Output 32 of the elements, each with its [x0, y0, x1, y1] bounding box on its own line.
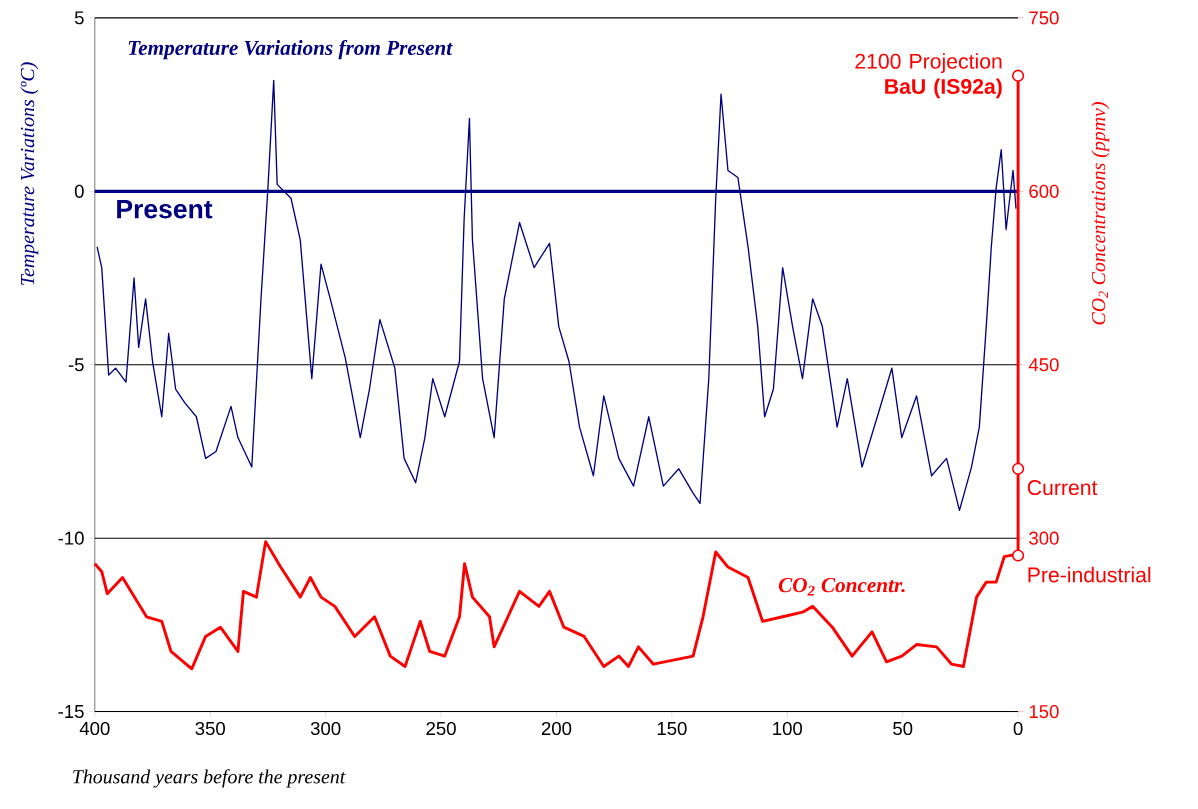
x-tick-label: 0 — [1013, 721, 1023, 736]
series-label: CO$_{2}$ Concentr. — [778, 578, 905, 596]
text: Temperature Variations from Present — [128, 39, 453, 60]
y2-tick-label: 750 — [1029, 11, 1059, 25]
x-tick-label: 250 — [426, 721, 456, 736]
x-tick-label: 200 — [541, 721, 572, 736]
x-tick-label: 150 — [657, 721, 687, 736]
x-axis-title: Thousand years before the present — [73, 769, 346, 788]
point — [1012, 462, 1025, 475]
x-tick-label: 100 — [773, 721, 803, 736]
ref-line-label: Present — [117, 199, 213, 219]
x-tick-label: 300 — [310, 721, 341, 736]
annotation: 2100 Projection BaU (IS92a) — [855, 53, 1002, 99]
x-tick-label: 400 — [79, 721, 110, 736]
y2-tick-label: 150 — [1029, 705, 1059, 719]
text: Pre-industrial — [1028, 566, 1151, 583]
y2-tick-label: 600 — [1029, 184, 1059, 198]
point — [1012, 69, 1025, 82]
y-tick-label: 0 — [74, 184, 84, 198]
y-tick-label: -10 — [58, 531, 84, 545]
y2-tick-label: 300 — [1029, 531, 1059, 545]
x-tick-label: 50 — [893, 721, 913, 736]
line-series — [96, 79, 1017, 512]
text: Current — [1027, 480, 1098, 496]
point — [1012, 549, 1025, 562]
y-tick-label: 5 — [74, 11, 84, 25]
y-tick-label: -15 — [58, 705, 84, 719]
y2-axis-title: CO$_{2}$ Concentrations (ppmv) — [1091, 102, 1110, 325]
x-tick-label: 350 — [195, 721, 225, 736]
y2-tick-label: 450 — [1028, 358, 1059, 372]
y-axis-title: Temperature Variations (ºC) — [20, 62, 39, 285]
y-tick-label: -5 — [68, 358, 84, 372]
